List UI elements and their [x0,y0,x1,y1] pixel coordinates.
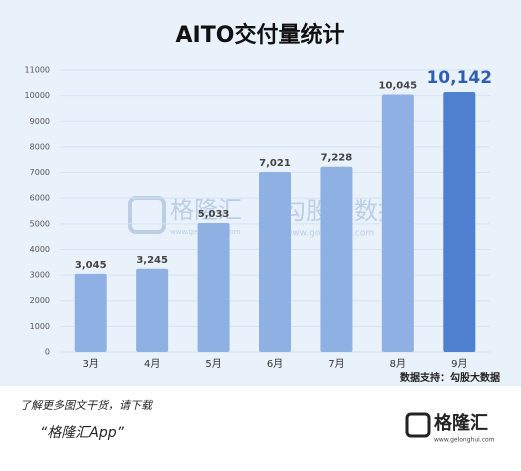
y-tick-label: 1000 [30,322,50,331]
bar [381,94,414,352]
y-tick-label: 9000 [30,117,50,126]
source: 数据支持：勾股大数据 [400,371,500,384]
footer-logo-url: www.gelonghui.com [434,437,495,444]
bar [197,222,230,352]
value-label: 5,033 [198,209,230,220]
x-tick-label: 8月 [390,358,406,370]
x-tick-label: 9月 [451,358,467,370]
y-tick-label: 6000 [30,194,50,203]
value-label: 10,045 [379,80,418,91]
x-tick-label: 5月 [205,358,221,370]
y-tick-label: 7000 [30,168,50,177]
y-tick-label: 2000 [30,296,50,305]
bar [259,172,291,352]
bar [74,273,107,352]
y-tick-label: 8000 [30,142,50,151]
footer-background [0,386,521,471]
bar [443,91,476,352]
value-label: 3,045 [75,260,107,271]
footer-line1: 了解更多图文干货，请下载 [20,399,154,412]
x-tick-label: 4月 [144,358,160,370]
y-tick-label: 10000 [25,91,50,100]
y-tick-label: 0 [45,348,50,357]
y-tick-label: 11000 [25,66,50,75]
bar [136,268,169,352]
chart-title: AITO交付量统计 [176,22,345,48]
x-tick-label: 3月 [83,358,99,370]
bar [320,166,353,352]
watermark-left: 格隆汇 [170,196,242,224]
x-tick-label: 7月 [328,358,344,370]
y-tick-label: 5000 [30,219,50,228]
value-label: 7,228 [321,153,353,164]
value-label: 3,245 [136,255,168,266]
x-tick-label: 6月 [267,358,283,370]
y-tick-label: 3000 [30,271,50,280]
footer-logo-icon [405,412,431,438]
value-label: 7,021 [259,158,291,169]
footer-logo: 格隆汇 [434,412,488,434]
footer-line2: “格隆汇App” [40,425,125,441]
y-tick-label: 4000 [30,245,50,254]
value-label: 10,142 [426,68,492,88]
